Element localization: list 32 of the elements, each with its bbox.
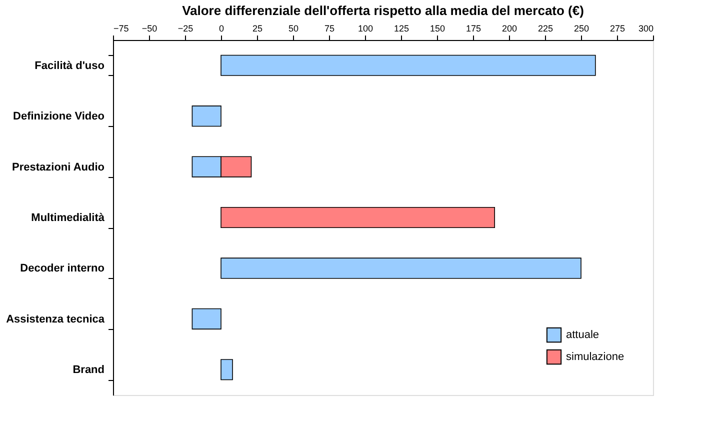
bar — [220, 206, 495, 228]
y-tick-label: Decoder interno — [20, 262, 105, 275]
x-tick-label: 50 — [288, 24, 299, 34]
bar — [220, 258, 582, 279]
x-tick-label: 175 — [466, 24, 482, 34]
bar — [220, 359, 233, 380]
y-tick-label: Brand — [72, 364, 104, 376]
x-tick-label: 100 — [358, 24, 374, 34]
x-tick-label: 75 — [324, 24, 335, 34]
x-tick-label: 200 — [502, 24, 518, 34]
y-tick-label: Assistenza tecnica — [6, 313, 106, 326]
y-tick-label: Prestazioni Audio — [12, 161, 105, 174]
x-tick-label: 0 — [218, 24, 224, 34]
y-tick-label: Multimedialità — [31, 212, 106, 224]
x-tick-label: 250 — [574, 24, 590, 34]
chart-title: Valore differenziale dell'offerta rispetto alla media del mercato (€) — [182, 3, 584, 18]
x-tick-label: −75 — [114, 24, 129, 34]
legend-label: attuale — [566, 329, 600, 341]
y-tick-label: Facilità d'uso — [34, 60, 105, 72]
x-tick-label: −25 — [178, 24, 194, 34]
legend-label: simulazione — [566, 351, 624, 363]
x-tick-label: −50 — [142, 24, 158, 34]
bar — [192, 308, 222, 330]
x-tick-label: 150 — [430, 24, 446, 34]
x-tick-label: 300 — [638, 24, 654, 34]
bar — [192, 106, 222, 127]
x-tick-label: 125 — [394, 24, 410, 34]
x-tick-label: 25 — [252, 24, 263, 34]
y-tick-label: Definizione Video — [13, 110, 105, 123]
x-tick-label: 225 — [538, 24, 554, 34]
bar — [220, 54, 596, 76]
x-tick-label: 275 — [610, 24, 626, 34]
